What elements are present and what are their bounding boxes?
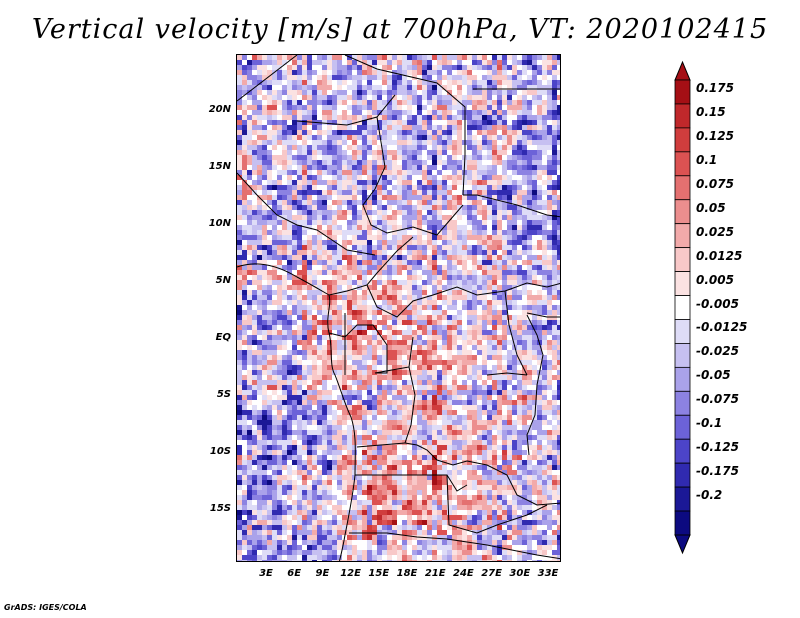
colorbar-label: 0.05 xyxy=(696,200,726,215)
colorbar-swatch xyxy=(674,247,691,272)
lat-tick-label: 5N xyxy=(215,275,231,286)
country-border xyxy=(463,194,560,218)
colorbar-swatch xyxy=(674,486,691,512)
colorbar-label: -0.125 xyxy=(696,440,739,455)
colorbar-swatch xyxy=(674,223,691,249)
country-border xyxy=(355,474,468,492)
lat-tick-label: EQ xyxy=(215,332,231,343)
colorbar-swatch xyxy=(674,151,691,177)
country-border xyxy=(486,372,528,376)
colorbar-label: 0.125 xyxy=(696,128,734,143)
country-border xyxy=(404,366,416,444)
colorbar-label: -0.05 xyxy=(696,368,731,383)
colorbar-label: -0.025 xyxy=(696,344,739,359)
lon-tick-label: 18E xyxy=(396,568,418,579)
lon-tick-label: 15E xyxy=(368,568,390,579)
lat-tick-label: 15S xyxy=(209,503,231,514)
colorbar-swatch xyxy=(674,510,691,536)
country-border xyxy=(237,263,356,561)
country-border xyxy=(296,94,396,126)
lon-tick-label: 6E xyxy=(287,568,302,579)
country-border xyxy=(237,172,376,256)
colorbar-label: 0.0125 xyxy=(696,248,743,263)
lat-tick-label: 5S xyxy=(216,389,231,400)
colorbar-min-arrow xyxy=(674,534,691,555)
colorbar-label: 0.005 xyxy=(696,272,734,287)
country-border xyxy=(466,460,560,506)
velocity-field xyxy=(237,55,560,561)
lon-tick-label: 24E xyxy=(453,568,474,579)
colorbar-swatch xyxy=(674,414,691,440)
lat-tick-label: 15N xyxy=(208,161,231,172)
lon-tick-label: 3E xyxy=(259,568,273,579)
lon-tick-label: 30E xyxy=(509,568,531,579)
colorbar-label: -0.0125 xyxy=(696,320,748,335)
grads-credit: GrADS: IGES/COLA xyxy=(4,603,87,612)
colorbar-label: 0.075 xyxy=(696,176,734,191)
lon-tick-label: 9E xyxy=(315,568,330,579)
colorbar-label: 0.1 xyxy=(696,152,718,167)
country-border xyxy=(344,55,466,196)
colorbar-label: -0.005 xyxy=(696,296,739,311)
country-border xyxy=(356,442,406,448)
country-border xyxy=(328,236,414,296)
country-border xyxy=(504,290,528,376)
lon-tick-label: 33E xyxy=(537,568,559,579)
colorbar-swatch xyxy=(674,79,691,105)
colorbar-swatch xyxy=(674,127,691,153)
colorbar-swatch xyxy=(674,366,691,392)
colorbar-label: 0.175 xyxy=(696,81,734,95)
lat-tick-label: 20N xyxy=(208,104,231,115)
country-border xyxy=(446,474,548,534)
country-border xyxy=(404,442,468,466)
colorbar-swatch xyxy=(674,271,691,296)
colorbar-swatch xyxy=(674,175,691,201)
country-border xyxy=(374,116,386,190)
country-border xyxy=(362,188,464,236)
colorbar-label: -0.2 xyxy=(696,488,723,503)
colorbar-max-arrow xyxy=(674,60,691,81)
colorbar-label: -0.075 xyxy=(696,392,739,407)
lon-tick-label: 12E xyxy=(340,568,361,579)
colorbar-swatch xyxy=(674,319,691,344)
colorbar-swatch xyxy=(674,103,691,129)
lat-tick-label: 10N xyxy=(208,218,231,229)
chart-title: Vertical velocity [m/s] at 700hPa, VT: 2… xyxy=(31,14,769,45)
colorbar-label: 0.15 xyxy=(696,104,726,119)
country-border xyxy=(546,283,560,288)
colorbar-swatch xyxy=(674,199,691,225)
country-border xyxy=(237,55,298,102)
colorbar-swatch xyxy=(674,390,691,416)
country-border xyxy=(349,532,560,560)
colorbar-label: 0.025 xyxy=(696,224,734,239)
lat-tick-label: 10S xyxy=(209,446,231,457)
country-border xyxy=(526,314,544,456)
colorbar-swatch xyxy=(674,295,691,320)
lon-tick-label: 21E xyxy=(424,568,446,579)
colorbar-swatch xyxy=(674,438,691,464)
country-border xyxy=(526,312,560,318)
colorbar-label: -0.1 xyxy=(696,416,723,431)
map-plot-area xyxy=(236,54,561,562)
colorbar-swatch xyxy=(674,343,691,368)
colorbar-swatch xyxy=(674,462,691,488)
lon-tick-label: 27E xyxy=(481,568,502,579)
country-border xyxy=(366,282,548,318)
colorbar-label: -0.175 xyxy=(696,464,739,479)
